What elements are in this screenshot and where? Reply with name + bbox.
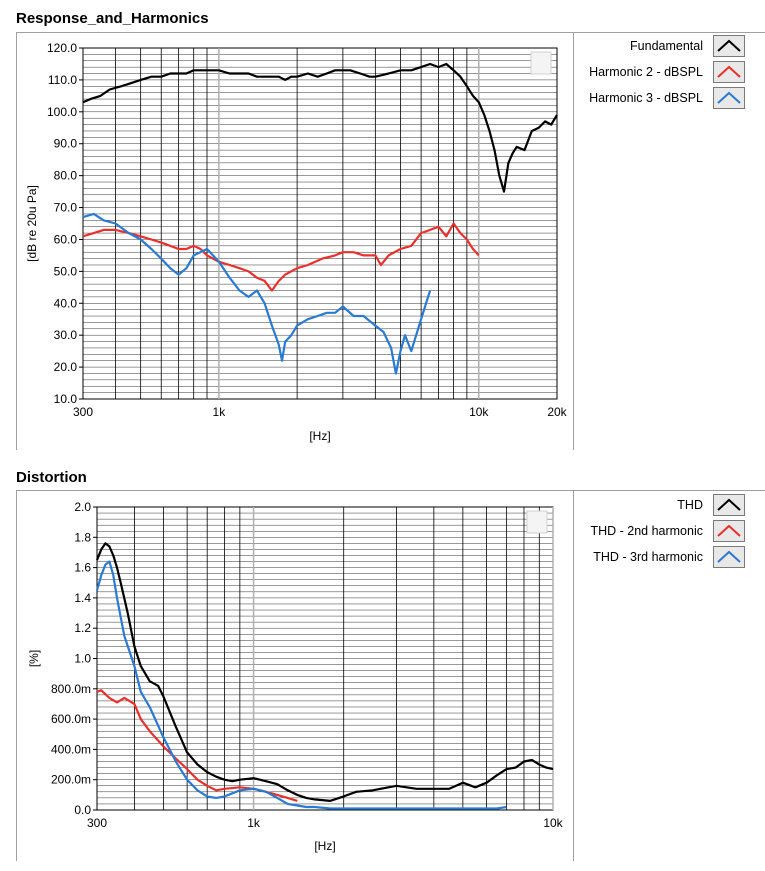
chart-title-response: Response_and_Harmonics — [16, 10, 209, 27]
series-line — [82, 62, 558, 193]
x-tick-label: 300 — [73, 405, 93, 419]
section-border — [16, 32, 17, 450]
x-axis-label: [Hz] — [314, 839, 335, 853]
x-axis-label: [Hz] — [309, 429, 330, 443]
y-tick-label: 30.0 — [54, 328, 78, 342]
legend-swatch-icon[interactable] — [713, 520, 745, 542]
section-border — [16, 490, 17, 861]
legend-item-harmonic-3[interactable]: Harmonic 3 - dBSPL — [589, 87, 745, 109]
y-tick-label: 70.0 — [54, 201, 78, 215]
legend-swatch-icon[interactable] — [713, 35, 745, 57]
plot-tools-icon — [530, 51, 552, 75]
y-tick-label: 50.0 — [54, 264, 78, 278]
legend-swatch-icon[interactable] — [713, 494, 745, 516]
x-tick-label: 10k — [469, 405, 489, 419]
x-tick-label: 1k — [213, 405, 227, 419]
legend-label: THD - 3rd harmonic — [593, 550, 703, 564]
legend-label: THD — [677, 498, 703, 512]
plot-tools-icon — [526, 510, 548, 534]
plot-area — [82, 47, 558, 400]
legend-swatch-icon[interactable] — [713, 87, 745, 109]
section-divider — [16, 490, 765, 491]
y-tick-label: 1.0 — [74, 652, 91, 666]
y-tick-label: 0.0 — [74, 803, 91, 817]
x-tick-label: 20k — [547, 405, 567, 419]
y-tick-label: 20.0 — [54, 360, 78, 374]
legend-swatch-icon[interactable] — [713, 546, 745, 568]
legend-swatch-icon[interactable] — [713, 61, 745, 83]
y-tick-label: 110.0 — [48, 73, 77, 87]
legend-label: Harmonic 2 - dBSPL — [589, 65, 703, 79]
series-line — [82, 222, 480, 292]
legend-label: Fundamental — [630, 39, 703, 53]
legend-item-harmonic-2[interactable]: Harmonic 2 - dBSPL — [589, 61, 745, 83]
y-axis-label: [%] — [27, 650, 41, 667]
y-tick-label: 100.0 — [47, 105, 77, 119]
x-tick-label: 10k — [543, 816, 563, 830]
y-tick-label: 40.0 — [54, 296, 78, 310]
legend-item-fundamental[interactable]: Fundamental — [630, 35, 745, 57]
section-divider — [16, 32, 765, 33]
legend-item-thd-2nd[interactable]: THD - 2nd harmonic — [590, 520, 745, 542]
legend-label: THD - 2nd harmonic — [590, 524, 703, 538]
series-line — [95, 560, 507, 810]
y-tick-label: 80.0 — [54, 169, 78, 183]
y-tick-label: 1.6 — [74, 561, 91, 575]
legend-item-thd[interactable]: THD — [677, 494, 745, 516]
y-tick-label: 1.4 — [74, 591, 91, 605]
y-tick-label: 90.0 — [54, 137, 78, 151]
y-tick-label: 1.8 — [74, 530, 91, 544]
series-line — [82, 212, 432, 375]
series-line — [95, 542, 554, 803]
legend-label: Harmonic 3 - dBSPL — [589, 91, 703, 105]
y-tick-label: 600.0m — [51, 712, 91, 726]
y-tick-label: 800.0m — [51, 682, 91, 696]
legend-item-thd-3rd[interactable]: THD - 3rd harmonic — [593, 546, 745, 568]
y-tick-label: 60.0 — [54, 232, 78, 246]
plot-legend-divider — [573, 32, 574, 450]
y-tick-label: 200.0m — [51, 773, 91, 787]
y-tick-label: 2.0 — [74, 500, 91, 514]
x-tick-label: 1k — [247, 816, 261, 830]
x-tick-label: 300 — [87, 816, 107, 830]
chart-title-distortion: Distortion — [16, 469, 87, 486]
y-axis-label: [dB re 20u Pa] — [25, 185, 39, 262]
y-tick-label: 120.0 — [47, 41, 77, 55]
y-tick-label: 10.0 — [54, 392, 78, 406]
y-tick-label: 1.2 — [74, 621, 91, 635]
plot-legend-divider — [573, 490, 574, 861]
y-tick-label: 400.0m — [51, 742, 91, 756]
